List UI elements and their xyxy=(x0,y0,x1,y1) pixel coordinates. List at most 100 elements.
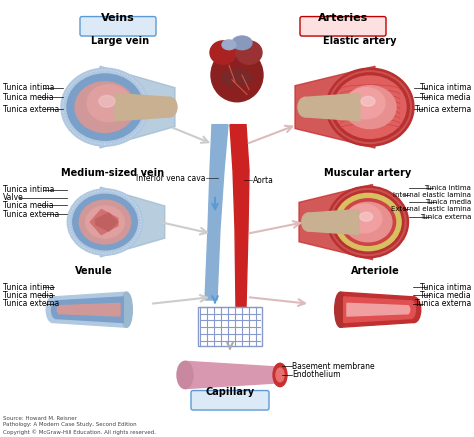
Polygon shape xyxy=(53,292,127,327)
Ellipse shape xyxy=(52,301,61,319)
Polygon shape xyxy=(185,361,280,388)
Text: Endothelium: Endothelium xyxy=(292,371,340,379)
FancyArrowPatch shape xyxy=(250,297,305,306)
Ellipse shape xyxy=(302,213,315,231)
Polygon shape xyxy=(295,66,375,148)
Text: Aorta: Aorta xyxy=(253,176,274,185)
Ellipse shape xyxy=(210,41,236,64)
Ellipse shape xyxy=(408,297,421,323)
Text: Arteries: Arteries xyxy=(318,13,368,23)
Text: External elastic lamina: External elastic lamina xyxy=(391,206,471,212)
Ellipse shape xyxy=(328,186,409,258)
Ellipse shape xyxy=(73,194,137,250)
Ellipse shape xyxy=(273,363,287,387)
Text: Tunica media: Tunica media xyxy=(3,201,54,210)
Ellipse shape xyxy=(86,206,124,238)
FancyArrowPatch shape xyxy=(250,221,300,233)
FancyArrowPatch shape xyxy=(248,126,292,143)
Text: Tunica media: Tunica media xyxy=(420,291,471,300)
Polygon shape xyxy=(205,125,228,300)
Text: Tunica intima: Tunica intima xyxy=(3,83,55,92)
Text: Source: Howard M. Reisner
Pathology: A Modern Case Study, Second Edition
Copyrig: Source: Howard M. Reisner Pathology: A M… xyxy=(3,416,156,435)
Polygon shape xyxy=(90,209,118,235)
Text: Internal elastic lamina: Internal elastic lamina xyxy=(393,192,471,198)
Text: Tunica intima: Tunica intima xyxy=(3,185,55,194)
Text: Tunica media: Tunica media xyxy=(3,93,54,102)
Polygon shape xyxy=(100,187,165,257)
Text: Inferior vena cava: Inferior vena cava xyxy=(137,174,206,183)
FancyArrowPatch shape xyxy=(153,295,207,304)
Polygon shape xyxy=(344,297,411,323)
Ellipse shape xyxy=(335,292,346,327)
Ellipse shape xyxy=(298,97,312,117)
Ellipse shape xyxy=(340,199,396,245)
Ellipse shape xyxy=(163,97,177,117)
Text: Tunica externa: Tunica externa xyxy=(3,299,59,309)
Ellipse shape xyxy=(406,306,410,314)
Text: Basement membrane: Basement membrane xyxy=(292,362,374,371)
Text: Arteriole: Arteriole xyxy=(351,266,400,276)
Text: Tunica intima: Tunica intima xyxy=(419,283,471,292)
Ellipse shape xyxy=(326,68,414,146)
Polygon shape xyxy=(299,184,373,260)
Ellipse shape xyxy=(406,301,415,319)
Text: Veins: Veins xyxy=(101,13,135,23)
Ellipse shape xyxy=(347,88,385,119)
Text: Tunica media: Tunica media xyxy=(3,291,54,300)
Text: Elastic artery: Elastic artery xyxy=(323,36,397,46)
Ellipse shape xyxy=(347,204,382,233)
Ellipse shape xyxy=(67,189,143,255)
Polygon shape xyxy=(56,297,123,323)
Ellipse shape xyxy=(61,68,149,146)
Ellipse shape xyxy=(276,368,284,382)
Ellipse shape xyxy=(79,200,131,244)
Polygon shape xyxy=(230,125,249,307)
Text: Medium-sized vein: Medium-sized vein xyxy=(62,168,164,178)
Ellipse shape xyxy=(344,86,396,128)
Text: Tunica externa: Tunica externa xyxy=(419,214,471,220)
Ellipse shape xyxy=(57,306,62,314)
Ellipse shape xyxy=(121,292,132,327)
Text: Tunica externa: Tunica externa xyxy=(3,210,59,219)
FancyBboxPatch shape xyxy=(80,17,156,36)
Ellipse shape xyxy=(334,76,406,138)
Polygon shape xyxy=(100,66,175,148)
Ellipse shape xyxy=(236,41,262,64)
Polygon shape xyxy=(305,94,360,121)
Text: Valve: Valve xyxy=(3,193,24,202)
Ellipse shape xyxy=(335,194,401,251)
Text: Tunica media: Tunica media xyxy=(420,93,471,102)
Polygon shape xyxy=(96,213,118,231)
Ellipse shape xyxy=(222,40,236,50)
Text: Venule: Venule xyxy=(75,266,113,276)
FancyArrowPatch shape xyxy=(163,223,207,234)
Ellipse shape xyxy=(232,36,252,50)
Polygon shape xyxy=(347,303,408,316)
FancyBboxPatch shape xyxy=(191,391,269,410)
Text: Tunica externa: Tunica externa xyxy=(415,299,471,309)
Ellipse shape xyxy=(177,361,193,388)
FancyArrowPatch shape xyxy=(173,128,208,143)
Text: Muscular artery: Muscular artery xyxy=(324,168,411,178)
Ellipse shape xyxy=(344,202,392,242)
Polygon shape xyxy=(340,292,414,327)
Polygon shape xyxy=(115,94,170,121)
Text: Tunica intima: Tunica intima xyxy=(419,83,471,92)
Polygon shape xyxy=(59,303,120,316)
Ellipse shape xyxy=(67,74,143,140)
Ellipse shape xyxy=(360,212,373,221)
Text: Large vein: Large vein xyxy=(91,36,149,46)
Text: Tunica media: Tunica media xyxy=(425,198,471,205)
Ellipse shape xyxy=(211,48,263,102)
Text: Tunica intima: Tunica intima xyxy=(424,185,471,191)
Text: Tunica intima: Tunica intima xyxy=(3,283,55,292)
Ellipse shape xyxy=(361,97,375,106)
Text: Tunica externa: Tunica externa xyxy=(3,104,59,114)
Ellipse shape xyxy=(46,297,59,323)
Ellipse shape xyxy=(222,70,252,86)
Ellipse shape xyxy=(99,95,115,107)
Text: Tunica externa: Tunica externa xyxy=(415,104,471,114)
Text: Capillary: Capillary xyxy=(205,386,255,396)
Ellipse shape xyxy=(75,82,135,132)
Polygon shape xyxy=(308,209,359,235)
